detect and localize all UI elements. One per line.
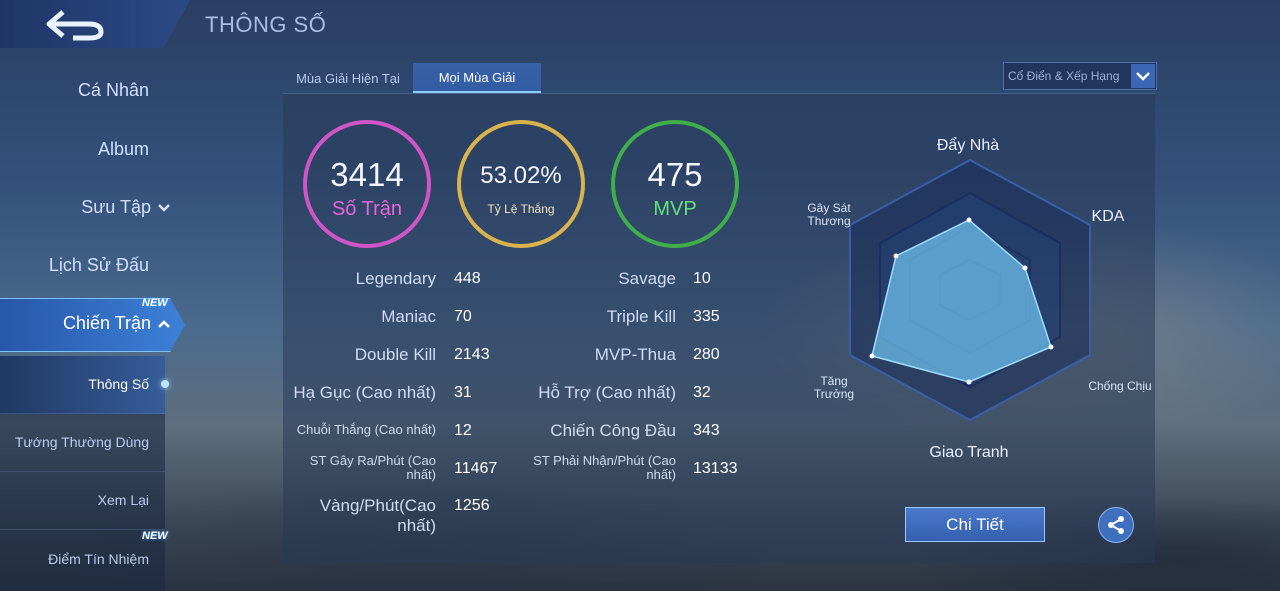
- stat-value: 343: [693, 422, 720, 439]
- stat-label: Vàng/Phút(Cao nhất): [319, 496, 436, 535]
- back-arrow-icon: [46, 10, 104, 41]
- radar-point: [869, 353, 875, 359]
- share-icon: [1108, 516, 1124, 534]
- sidebar-item-chien-tran-label: Chiến Trận: [63, 313, 171, 334]
- sidebar-item-album[interactable]: Album: [97, 139, 149, 159]
- radar-point: [966, 379, 972, 385]
- radar-point: [1022, 265, 1028, 271]
- sidebar-item-label: Chiến Trận: [62, 313, 151, 333]
- detail-button[interactable]: Chi Tiết: [905, 507, 1045, 542]
- radar-point: [1048, 344, 1054, 350]
- sidebar-item-chien-tran[interactable]: [0, 298, 185, 352]
- sidebar-item-label: Sưu Tập: [81, 197, 151, 217]
- stat-label: ST Gây Ra/Phút (Cao nhất): [309, 453, 436, 482]
- sidebar: Cá Nhân Album Sưu Tập Lịch Sử Đấu Chiến …: [0, 60, 185, 591]
- sidebar-item-suu-tap[interactable]: Sưu Tập: [81, 197, 171, 218]
- matches-ring: 3414 Số Trận: [303, 120, 431, 248]
- radar-point: [893, 253, 899, 259]
- stat-label: Maniac: [381, 307, 436, 326]
- sidebar-item-ca-nhan[interactable]: Cá Nhân: [77, 80, 149, 100]
- sub-item-xem-lai[interactable]: Xem Lại: [0, 472, 165, 530]
- new-badge: NEW: [142, 297, 168, 309]
- stat-value: 11467: [454, 460, 498, 477]
- radar-label-gay-sat-thuong: Gây Sát Thương: [807, 201, 851, 228]
- mvp-ring: 475 MVP: [611, 120, 739, 248]
- matches-label: Số Trận: [331, 198, 403, 220]
- stat-value: 32: [693, 384, 711, 401]
- stat-label: Double Kill: [354, 345, 436, 364]
- page-title: THÔNG SỐ: [205, 12, 327, 37]
- chevron-down-icon: [158, 203, 170, 212]
- stat-value: 1256: [454, 497, 490, 514]
- stat-label: Savage: [618, 269, 676, 288]
- winrate-label: Tỷ Lệ Thắng: [487, 202, 555, 216]
- stat-value: 12: [454, 422, 472, 439]
- stat-label: Hạ Gục (Cao nhất): [293, 383, 436, 402]
- stat-value: 10: [693, 270, 711, 287]
- sidebar-item-lich-su-dau[interactable]: Lịch Sử Đấu: [48, 255, 149, 275]
- radar-label-tang-truong: Tăng Trưởng: [813, 374, 855, 401]
- stat-label: Triple Kill: [606, 307, 676, 326]
- stat-value: 280: [693, 346, 720, 363]
- tab-moi-mua-giai[interactable]: Mọi Mùa Giải: [413, 63, 541, 93]
- stat-value: 70: [454, 308, 472, 325]
- stat-label: Chiến Công Đầu: [550, 421, 676, 440]
- mode-filter-dropdown[interactable]: Cổ Điển & Xếp Hạng: [1003, 62, 1157, 90]
- new-badge: NEW: [142, 530, 168, 542]
- sub-menu: Thông Số Tướng Thường Dùng Xem Lại Điểm …: [0, 356, 169, 591]
- sub-item-tuong-thuong-dung[interactable]: Tướng Thường Dùng: [0, 414, 165, 472]
- share-button[interactable]: [1098, 507, 1134, 543]
- matches-value: 3414: [330, 156, 404, 193]
- back-button[interactable]: [0, 0, 190, 48]
- radar-label-giao-tranh: Giao Tranh: [929, 444, 1009, 461]
- stat-value: 2143: [454, 346, 490, 363]
- radar-label-kda: KDA: [1091, 208, 1125, 225]
- stat-label: Legendary: [355, 269, 436, 288]
- stat-value: 31: [454, 384, 472, 401]
- winrate-ring: 53.02% Tỷ Lệ Thắng: [457, 120, 585, 248]
- stat-value: 448: [454, 270, 481, 287]
- stat-value: 335: [693, 308, 720, 325]
- radar-point: [966, 217, 972, 223]
- sub-item-thong-so[interactable]: Thông Số: [0, 356, 169, 414]
- mode-filter-value: Cổ Điển & Xếp Hạng: [1008, 69, 1120, 83]
- stat-label: Hỗ Trợ (Cao nhất): [538, 383, 676, 402]
- chevron-down-icon: [1131, 64, 1155, 88]
- radar-label-chong-chiu: Chống Chịu: [1088, 379, 1152, 393]
- chevron-up-icon: [158, 319, 170, 328]
- stat-value: 13133: [693, 460, 738, 477]
- stat-label: Chuỗi Thắng (Cao nhất): [296, 422, 436, 437]
- performance-radar: [849, 158, 1091, 422]
- mvp-value: 475: [647, 156, 703, 193]
- radar-label-day-nha: Đẩy Nhà: [936, 137, 1000, 154]
- winrate-value: 53.02%: [480, 162, 562, 189]
- stat-label: ST Phải Nhận/Phút (Cao nhất): [533, 453, 676, 482]
- sub-item-diem-tin-nhiem[interactable]: Điểm Tín Nhiệm: [48, 550, 149, 567]
- mvp-label: MVP: [653, 198, 697, 220]
- tab-mua-giai-hien-tai[interactable]: Mùa Giải Hiện Tại: [296, 70, 400, 86]
- stat-label: MVP-Thua: [594, 345, 676, 364]
